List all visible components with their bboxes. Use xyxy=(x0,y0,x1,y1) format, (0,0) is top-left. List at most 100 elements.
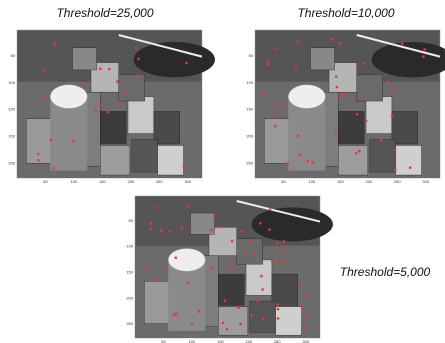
corner-point xyxy=(283,240,286,243)
block xyxy=(128,97,154,134)
corner-point xyxy=(157,278,160,281)
block xyxy=(100,145,130,175)
corner-point xyxy=(339,94,342,97)
block xyxy=(154,111,180,144)
corner-point xyxy=(311,161,314,164)
corner-point xyxy=(137,58,140,61)
corner-point xyxy=(355,152,358,155)
x-tick-label: 50 xyxy=(43,179,48,184)
corner-point xyxy=(286,162,289,165)
corner-point xyxy=(260,275,263,278)
block xyxy=(366,97,392,134)
corner-point xyxy=(276,303,279,306)
x-tick-label: 100 xyxy=(309,179,316,184)
corner-point xyxy=(228,268,231,271)
image-panel: 5010015020025030050100150200250 xyxy=(126,196,333,343)
corner-point xyxy=(239,323,242,326)
y-tick-label: 200 xyxy=(8,134,15,139)
corner-point xyxy=(388,80,391,83)
y-tick-label: 250 xyxy=(126,321,133,326)
x-tick-label: 200 xyxy=(128,179,135,184)
y-tick-label: 50 xyxy=(11,53,16,58)
x-tick-label: 100 xyxy=(71,179,78,184)
block xyxy=(276,307,302,335)
block xyxy=(392,111,418,144)
corner-point xyxy=(250,240,253,243)
block xyxy=(237,239,263,265)
corner-point xyxy=(135,47,138,50)
corner-point xyxy=(339,42,342,45)
corner-point xyxy=(37,153,40,156)
corner-point xyxy=(267,63,270,66)
block xyxy=(370,140,396,173)
corner-point xyxy=(259,222,262,225)
corner-point xyxy=(299,154,302,157)
corner-point xyxy=(365,119,368,122)
corner-point xyxy=(123,91,126,94)
corner-point xyxy=(44,95,47,98)
corner-point xyxy=(271,260,274,263)
cylinder-top xyxy=(288,85,325,109)
corner-point xyxy=(344,93,347,96)
corner-point xyxy=(306,160,309,163)
corner-point xyxy=(268,228,271,231)
x-tick-label: 150 xyxy=(99,179,106,184)
corner-point xyxy=(380,139,383,142)
corner-point xyxy=(284,260,287,263)
block xyxy=(132,140,158,173)
corner-point xyxy=(191,323,194,326)
corner-point xyxy=(37,159,40,162)
corner-point xyxy=(297,135,300,138)
x-tick-label: 50 xyxy=(281,179,286,184)
corner-point xyxy=(169,230,172,233)
corner-point xyxy=(392,89,395,92)
corner-point xyxy=(144,266,147,269)
corner-point xyxy=(150,228,153,231)
corner-point xyxy=(277,308,280,311)
panel-label: Threshold=10,000 xyxy=(297,6,394,20)
corner-point xyxy=(198,310,201,313)
x-tick-label: 150 xyxy=(217,339,224,343)
corner-point xyxy=(108,68,111,71)
corner-point xyxy=(334,132,337,135)
corner-point xyxy=(253,253,256,256)
corner-point xyxy=(53,43,56,46)
panel-label: Threshold=5,000 xyxy=(340,265,431,279)
corner-point xyxy=(187,205,190,208)
block xyxy=(218,307,248,335)
x-tick-label: 200 xyxy=(246,339,253,343)
corner-point xyxy=(219,226,222,229)
panel-label: Threshold=25,000 xyxy=(56,6,153,20)
block xyxy=(158,145,184,175)
y-tick-label: 250 xyxy=(8,161,15,166)
corner-point xyxy=(175,256,178,259)
corner-point xyxy=(272,103,275,106)
corner-point xyxy=(423,48,426,51)
corner-point xyxy=(107,111,110,114)
corner-point xyxy=(156,206,159,209)
block xyxy=(246,260,272,296)
corner-point xyxy=(273,116,276,119)
corner-point xyxy=(422,55,425,58)
y-tick-label: 100 xyxy=(8,80,15,85)
corner-point xyxy=(336,86,339,89)
x-tick-label: 300 xyxy=(302,339,309,343)
y-tick-label: 200 xyxy=(126,295,133,300)
corner-point xyxy=(274,125,277,128)
block xyxy=(338,145,368,175)
corner-point xyxy=(52,167,55,170)
block xyxy=(73,48,97,70)
corner-point xyxy=(306,314,309,317)
y-tick-label: 100 xyxy=(126,244,133,249)
corner-point xyxy=(213,215,216,218)
block xyxy=(311,48,335,70)
corner-point xyxy=(257,300,260,303)
corner-point xyxy=(401,42,404,45)
corner-point xyxy=(394,168,397,171)
corner-point xyxy=(356,113,359,116)
tray xyxy=(134,42,215,78)
x-tick-label: 50 xyxy=(161,339,166,343)
x-tick-label: 100 xyxy=(189,339,196,343)
corner-point xyxy=(237,306,240,309)
